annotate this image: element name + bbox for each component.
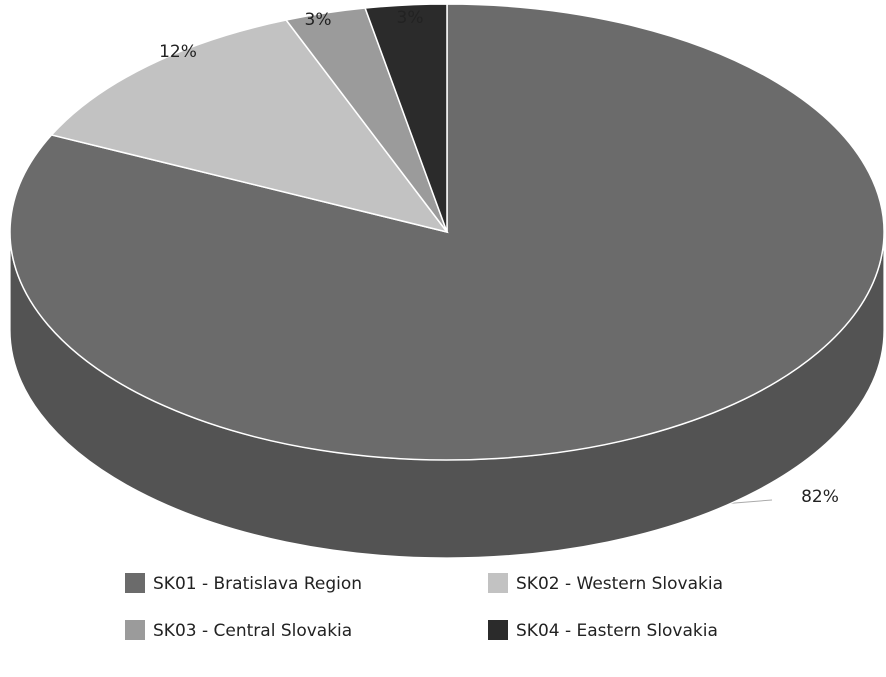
pie-tops — [9, 3, 885, 461]
slice — [50, 19, 449, 234]
data-label: 82% — [801, 487, 839, 507]
legend-swatch — [125, 620, 145, 640]
data-label: 12% — [159, 42, 197, 62]
slice — [9, 3, 885, 461]
legend-swatch — [125, 573, 145, 593]
legend-swatch — [488, 573, 508, 593]
legend-label: SK04 - Eastern Slovakia — [516, 621, 718, 641]
data-label: 3% — [397, 8, 424, 28]
legend-label: SK01 - Bratislava Region — [153, 574, 362, 594]
data-label: 3% — [305, 10, 332, 30]
legend-swatch — [488, 620, 508, 640]
slice — [364, 3, 448, 233]
legend-label: SK03 - Central Slovakia — [153, 621, 352, 641]
legend-label: SK02 - Western Slovakia — [516, 574, 723, 594]
